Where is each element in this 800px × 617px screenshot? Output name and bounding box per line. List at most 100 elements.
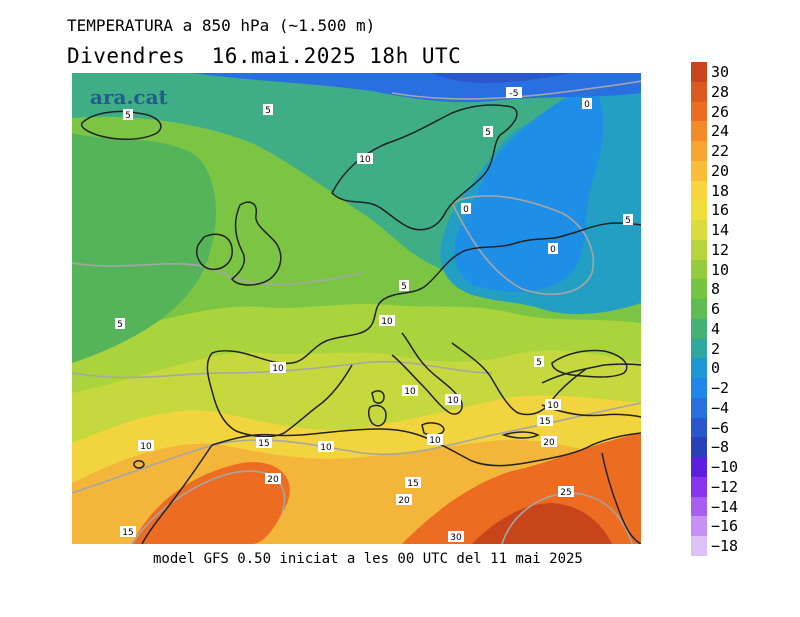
colorbar-segment	[691, 318, 707, 340]
svg-text:0: 0	[463, 205, 469, 215]
isotherm-label: 5	[483, 126, 493, 138]
colorbar-tick-label: 14	[711, 221, 730, 240]
svg-text:15: 15	[258, 439, 269, 449]
isotherm-label: 5	[399, 280, 409, 292]
map-title: TEMPERATURA a 850 hPa (~1.500 m)	[67, 16, 376, 35]
colorbar-tick-label: 6	[711, 300, 721, 319]
isotherm-labels: -5 0 5 5 10 0 5 0 5 5 10 5 10 10 10 15 1…	[115, 87, 633, 543]
colorbar-segment	[691, 397, 707, 419]
coast-iceland	[80, 110, 162, 140]
colorbar-tick-label: 18	[711, 181, 730, 200]
svg-text:5: 5	[625, 216, 631, 226]
svg-text:0: 0	[584, 100, 590, 110]
colorbar-segment	[691, 496, 707, 517]
svg-text:-5: -5	[510, 89, 519, 99]
colorbar-segment	[691, 81, 707, 102]
isotherm-label: 5	[263, 104, 273, 116]
svg-text:0: 0	[550, 245, 556, 255]
svg-text:10: 10	[140, 442, 152, 452]
svg-text:15: 15	[539, 417, 550, 427]
colorbar-tick-label: −16	[711, 517, 739, 536]
coast-red-sea	[601, 452, 641, 544]
colorbar-tick-label: 8	[711, 280, 721, 299]
colorbar-tick-label: −10	[711, 458, 739, 477]
colorbar-segment	[691, 437, 707, 458]
colorbar-segment	[691, 239, 707, 261]
svg-text:15: 15	[122, 528, 133, 538]
colorbar-tick-label: 10	[711, 260, 730, 279]
isotherm-label: 15	[405, 477, 421, 489]
field-arctic-core	[432, 73, 572, 83]
isotherm-label: 20	[396, 494, 412, 506]
colorbar-segment	[691, 200, 707, 221]
coast-balkans	[451, 342, 587, 416]
coast-crete	[501, 431, 540, 439]
svg-text:20: 20	[267, 475, 279, 485]
colorbar-segment	[691, 417, 707, 438]
coast-iberia	[206, 352, 353, 438]
colorbar-segment	[691, 121, 707, 142]
colorbar-tick-label: 4	[711, 319, 721, 338]
isotherm-label: 15	[256, 437, 272, 449]
isotherm-label: 5	[623, 214, 633, 226]
colorbar-tick-label: 16	[711, 201, 730, 220]
coast-sardinia	[367, 404, 387, 427]
colorbar-tick-label: 30	[711, 63, 730, 81]
isotherm-label: 10	[379, 315, 395, 327]
svg-text:10: 10	[320, 443, 332, 453]
isotherm-label: 0	[548, 243, 558, 255]
field-heat-west	[132, 462, 290, 544]
coast-canaries	[133, 460, 145, 469]
svg-text:5: 5	[265, 106, 271, 116]
map-valid-time: Divendres 16.mai.2025 18h UTC	[67, 44, 462, 68]
isotherm-label: 10	[445, 394, 461, 406]
colorbar-tick-label: −4	[711, 398, 730, 417]
isotherm-label: 5	[534, 356, 544, 368]
temperature-field: -5 0 5 5 10 0 5 0 5 5 10 5 10 10 10 15 1…	[72, 73, 641, 544]
coast-west-africa	[141, 444, 213, 544]
temperature-map: -5 0 5 5 10 0 5 0 5 5 10 5 10 10 10 15 1…	[72, 73, 641, 544]
isotherm-label: 10	[138, 440, 154, 452]
colorbar-segment	[691, 180, 707, 201]
colorbar-tick-label: 2	[711, 339, 721, 358]
colorbar-tick-label: 26	[711, 102, 730, 121]
svg-text:10: 10	[359, 155, 371, 165]
svg-text:10: 10	[429, 436, 441, 446]
colorbar-tick-label: −6	[711, 418, 730, 437]
colorbar	[691, 62, 707, 557]
coast-europe-north	[211, 222, 641, 365]
ara-cat-watermark: ara.cat	[90, 85, 168, 109]
isotherm-label: 15	[537, 415, 553, 427]
isotherm-label: 20	[541, 436, 557, 448]
coast-corsica	[371, 390, 385, 404]
colorbar-segment	[691, 141, 707, 162]
svg-text:10: 10	[447, 396, 459, 406]
isotherm-label: 20	[265, 473, 281, 485]
colorbar-segment	[691, 160, 707, 182]
svg-text:10: 10	[404, 387, 416, 397]
isotherm-label: 25	[558, 486, 574, 498]
colorbar-segment	[691, 457, 707, 478]
coast-ireland	[196, 233, 233, 271]
isotherm-label: 0	[461, 203, 471, 215]
field-cold-core	[454, 83, 604, 292]
svg-text:20: 20	[543, 438, 555, 448]
field-arctic	[192, 73, 641, 103]
colorbar-segment	[691, 62, 707, 83]
colorbar-segment	[691, 358, 707, 379]
coast-italy	[391, 332, 463, 415]
colorbar-tick-label: 24	[711, 122, 730, 141]
svg-text:5: 5	[401, 282, 407, 292]
colorbar-segment	[691, 220, 707, 241]
colorbar-tick-label: −14	[711, 497, 739, 516]
isotherm-label: 10	[545, 399, 561, 411]
colorbar-segment	[691, 378, 707, 399]
svg-text:5: 5	[117, 320, 123, 330]
coast-turkey	[541, 363, 641, 418]
colorbar-tick-label: −2	[711, 379, 730, 398]
svg-text:10: 10	[272, 364, 284, 374]
svg-text:30: 30	[450, 533, 462, 543]
svg-text:10: 10	[381, 317, 393, 327]
colorbar-segment	[691, 279, 707, 300]
colorbar-segment	[691, 476, 707, 498]
